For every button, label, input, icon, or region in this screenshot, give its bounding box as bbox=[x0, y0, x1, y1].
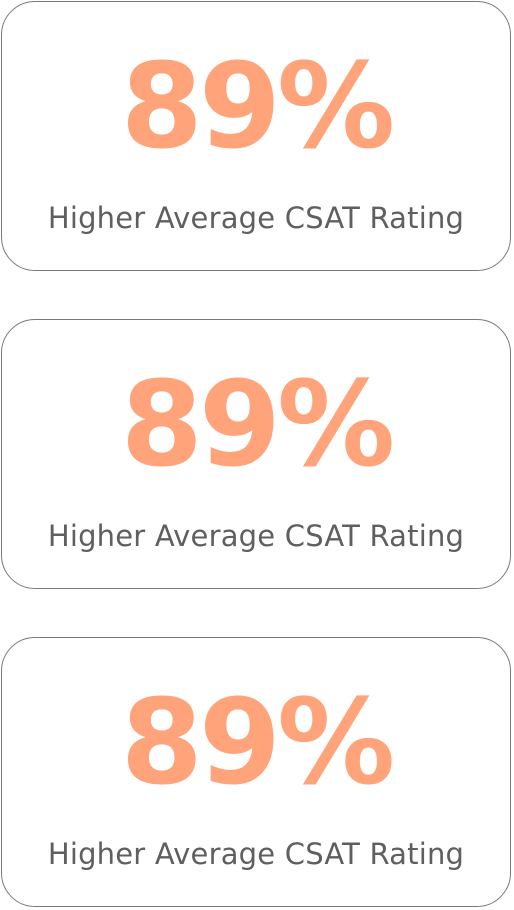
stat-card: 89% Higher Average CSAT Rating bbox=[1, 319, 511, 589]
stat-card: 89% Higher Average CSAT Rating bbox=[1, 637, 511, 907]
stat-value: 89% bbox=[120, 37, 395, 175]
stat-label: Higher Average CSAT Rating bbox=[47, 837, 465, 871]
stat-value: 89% bbox=[120, 355, 395, 493]
stat-label: Higher Average CSAT Rating bbox=[47, 519, 465, 553]
stat-label: Higher Average CSAT Rating bbox=[47, 201, 465, 235]
stat-value: 89% bbox=[120, 673, 395, 811]
stat-card: 89% Higher Average CSAT Rating bbox=[1, 1, 511, 271]
